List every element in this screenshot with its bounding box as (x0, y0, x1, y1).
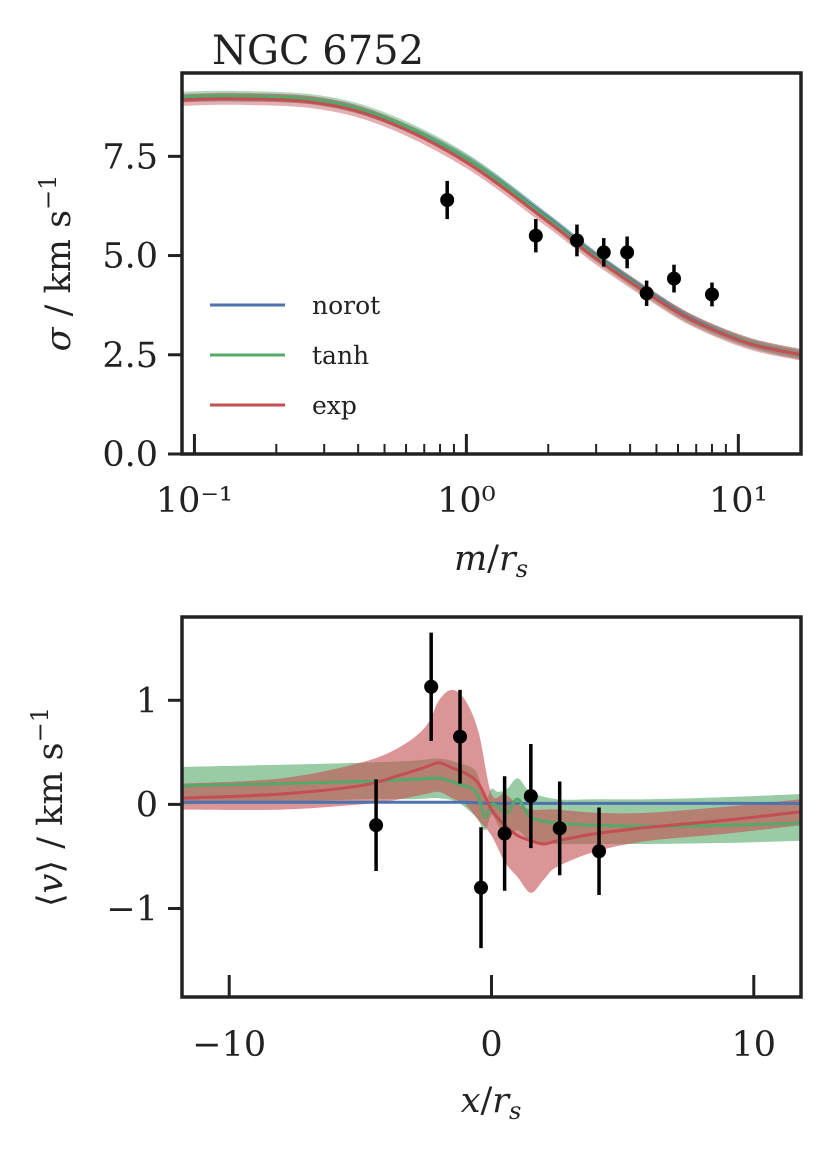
data-point (666, 271, 681, 286)
bottom-x-axis-label: x/rs (461, 1081, 522, 1125)
y-tick-label: 2.5 (102, 336, 158, 376)
mean-velocity-panel: −101−10 0 10 x/rs ⟨v⟩ / km s−1 (26, 615, 803, 1125)
panel-title: NGC 6752 (212, 28, 424, 74)
band-exp (182, 92, 801, 361)
data-point (569, 233, 584, 248)
line-tanh (181, 776, 802, 828)
data-point (620, 245, 635, 260)
top-x-axis-label: m/rs (454, 539, 528, 583)
bottom-y-axis-label: ⟨v⟩ / km s−1 (26, 707, 71, 907)
line-exp (181, 97, 802, 357)
legend-label-norot: norot (312, 291, 380, 320)
data-point (424, 679, 439, 694)
bottom-axis-ticks: −101−10 0 10 (106, 681, 776, 1065)
data-point (639, 286, 654, 301)
top-plot-frame (180, 71, 803, 456)
data-point (369, 818, 384, 833)
top-y-axis-label: σ / km s−1 (34, 175, 79, 352)
data-point (552, 821, 567, 836)
top-plot-area (181, 90, 802, 361)
data-point (592, 844, 607, 859)
data-point (528, 228, 543, 243)
x-tick-label: 10 (732, 1025, 777, 1065)
band-norot (182, 93, 801, 359)
x-tick-label: 10⁰ (437, 481, 496, 521)
y-tick-label: 0 (136, 785, 158, 825)
line-tanh (181, 94, 802, 357)
data-point (453, 729, 468, 744)
y-tick-label: 0.0 (102, 435, 158, 475)
x-tick-label: 10¹ (709, 481, 768, 521)
y-tick-label: 7.5 (102, 137, 158, 177)
y-tick-label: 5.0 (102, 237, 158, 277)
bottom-plot-area (181, 632, 802, 949)
top-axis-ticks: 0.0 2.5 5.0 7.5 10⁻¹ 10⁰ 10¹ (102, 137, 767, 521)
y-tick-label: −1 (106, 890, 158, 930)
x-tick-label: −10 (192, 1025, 266, 1065)
x-tick-label: 10⁻¹ (156, 481, 233, 521)
x-tick-label: 0 (480, 1025, 502, 1065)
velocity-dispersion-panel: NGC 6752 0.0 2.5 5.0 7.5 10⁻¹ 10⁰ 10¹ m/rs σ /… (34, 28, 803, 583)
y-tick-label: 1 (136, 681, 158, 721)
data-point (497, 826, 512, 841)
legend-label-exp: exp (312, 391, 357, 420)
data-point (596, 245, 611, 260)
data-point (523, 789, 538, 804)
legend: norot tanh exp (210, 291, 380, 420)
band-tanh (182, 90, 801, 360)
data-point (704, 287, 719, 302)
line-norot (181, 96, 802, 357)
legend-label-tanh: tanh (312, 341, 369, 370)
data-point (440, 193, 455, 207)
data-point (474, 880, 489, 895)
